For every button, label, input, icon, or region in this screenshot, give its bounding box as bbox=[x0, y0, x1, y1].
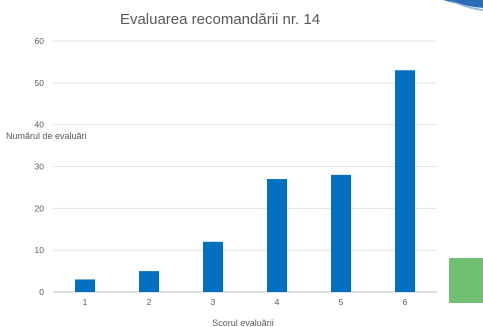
y-axis-label: Numărul de evaluări bbox=[6, 131, 87, 141]
x-tick-label: 4 bbox=[275, 297, 280, 307]
green-side-tile bbox=[449, 258, 483, 303]
corner-decoration bbox=[443, 0, 483, 14]
y-tick-label: 0 bbox=[39, 287, 44, 297]
y-tick-label: 50 bbox=[35, 78, 45, 88]
x-tick-label: 6 bbox=[403, 297, 408, 307]
bar-4 bbox=[267, 179, 287, 292]
bar-5 bbox=[331, 174, 351, 292]
y-tick-labels: 0 10 20 30 40 50 60 bbox=[35, 36, 45, 297]
bar-3 bbox=[203, 241, 223, 292]
x-tick-label: 1 bbox=[83, 297, 88, 307]
bar-2 bbox=[139, 271, 159, 292]
y-tick-label: 60 bbox=[35, 36, 45, 46]
x-tick-labels: 1 2 3 4 5 6 bbox=[83, 297, 408, 307]
y-tick-label: 20 bbox=[35, 203, 45, 213]
x-tick-label: 2 bbox=[147, 297, 152, 307]
x-axis-label: Scorul evaluării bbox=[212, 318, 274, 327]
x-tick-label: 5 bbox=[339, 297, 344, 307]
x-tick-label: 3 bbox=[211, 297, 216, 307]
y-tick-label: 40 bbox=[35, 120, 45, 130]
bar-1 bbox=[75, 279, 95, 292]
y-tick-label: 10 bbox=[35, 245, 45, 255]
chart-title: Evaluarea recomandării nr. 14 bbox=[120, 11, 320, 28]
gridlines bbox=[53, 40, 437, 293]
bar-6 bbox=[395, 70, 415, 293]
bars bbox=[75, 70, 415, 293]
y-tick-label: 30 bbox=[35, 162, 45, 172]
